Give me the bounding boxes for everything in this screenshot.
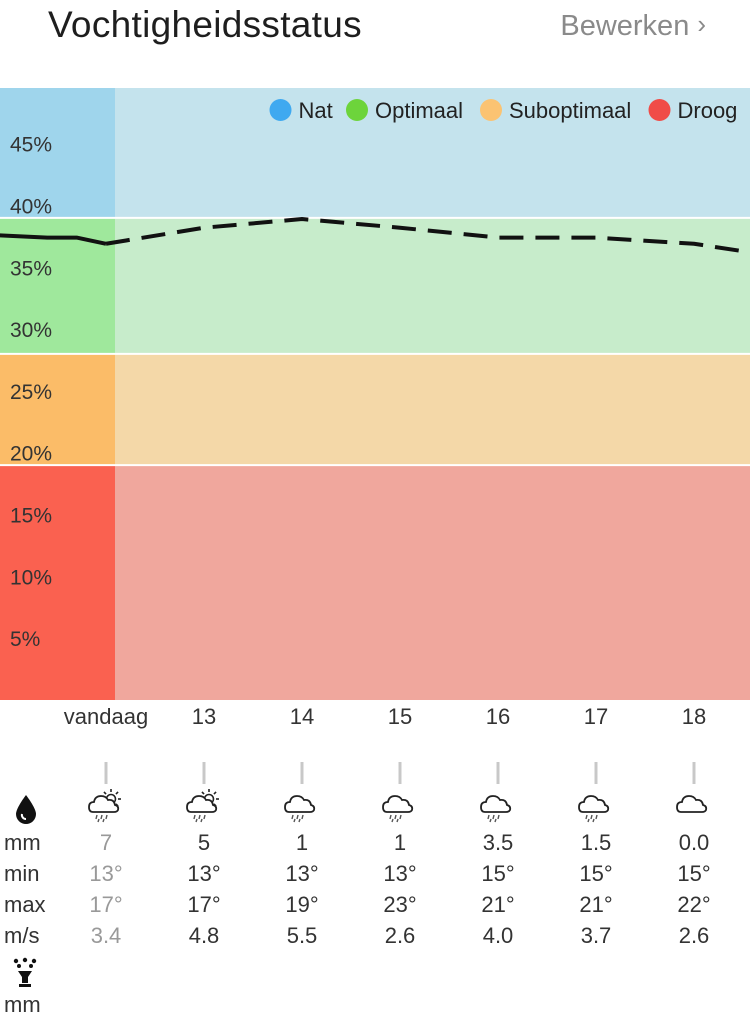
y-tick-label: 30% xyxy=(10,319,52,342)
y-tick-label: 15% xyxy=(10,505,52,528)
rain_mm-value: 1.5 xyxy=(580,830,612,855)
day-label: 17 xyxy=(583,704,609,729)
legend-label-nat: Nat xyxy=(299,98,333,123)
temp_min-value: 15° xyxy=(677,861,711,886)
legend-dot-droog xyxy=(648,99,671,121)
temp_max-value: 17° xyxy=(89,892,123,917)
cloud-sun-rain-icon xyxy=(86,758,126,823)
legend-label-optimaal: Optimaal xyxy=(375,98,463,123)
cloud-rain-icon xyxy=(282,758,322,823)
legend-label-suboptimaal: Suboptimaal xyxy=(509,98,631,123)
temp_max-value: 21° xyxy=(481,892,515,917)
cloud-rain-icon xyxy=(576,758,616,823)
row-label-temp_min: min xyxy=(4,861,40,886)
chevron-right-icon: › xyxy=(697,9,706,39)
temp_min-value: 13° xyxy=(187,861,221,886)
band-nat xyxy=(115,88,750,218)
y-tick-label: 35% xyxy=(10,257,52,280)
temp_max-value: 19° xyxy=(285,892,319,917)
day-label: 15 xyxy=(387,704,413,729)
wind-value: 3.4 xyxy=(90,923,122,948)
cloud-icon xyxy=(674,758,714,818)
y-tick-label: 20% xyxy=(10,443,52,466)
weather-icons-row xyxy=(0,758,750,828)
day-label: vandaag xyxy=(63,704,149,729)
row-label-irrigation: mm xyxy=(4,992,41,1017)
rain-drop-icon xyxy=(13,793,39,825)
temp_max-value: 17° xyxy=(187,892,221,917)
row-label-temp_max: max xyxy=(4,892,46,917)
wind-value: 2.6 xyxy=(678,923,710,948)
y-tick-label: 10% xyxy=(10,566,52,589)
temp_min-value: 15° xyxy=(579,861,613,886)
y-tick-label: 25% xyxy=(10,381,52,404)
rain_mm-value: 0.0 xyxy=(678,830,710,855)
row-label-rain_mm: mm xyxy=(4,830,41,855)
edit-label: Bewerken xyxy=(560,10,690,42)
wind-value: 5.5 xyxy=(286,923,318,948)
edit-button[interactable]: Bewerken › xyxy=(560,9,706,43)
wind-value: 4.0 xyxy=(482,923,514,948)
y-tick-label: 40% xyxy=(10,195,52,218)
band-suboptimaal xyxy=(115,353,750,466)
wind-value: 3.7 xyxy=(580,923,612,948)
day-label: 18 xyxy=(681,704,707,729)
header: Vochtigheidsstatus Bewerken › xyxy=(0,0,750,88)
legend-dot-optimaal xyxy=(346,99,368,121)
temp_min-value: 13° xyxy=(89,861,123,886)
temp_max-value: 23° xyxy=(383,892,417,917)
band-side-suboptimaal xyxy=(0,353,115,466)
rain_mm-value: 7 xyxy=(99,830,113,855)
cloud-rain-icon xyxy=(478,758,518,823)
band-droog xyxy=(115,465,750,700)
measured-line xyxy=(0,233,107,246)
band-side-droog xyxy=(0,465,115,700)
temp_min-value: 13° xyxy=(285,861,319,886)
cloud-sun-rain-icon xyxy=(184,758,224,823)
day-labels: vandaag 13 14 15 16 17 18 xyxy=(0,704,750,734)
rain_mm-value: 5 xyxy=(197,830,211,855)
y-tick-label: 45% xyxy=(10,134,52,157)
day-label: 16 xyxy=(485,704,511,729)
rain_mm-value: 1 xyxy=(393,830,407,855)
page-title: Vochtigheidsstatus xyxy=(48,4,362,45)
temp_min-value: 15° xyxy=(481,861,515,886)
day-label: 14 xyxy=(289,704,315,729)
band-optimaal xyxy=(115,217,750,354)
day-label: 13 xyxy=(191,704,217,729)
wind-value: 4.8 xyxy=(188,923,220,948)
cloud-rain-icon xyxy=(380,758,420,823)
legend-dot-nat xyxy=(269,99,292,121)
y-tick-label: 5% xyxy=(10,628,40,651)
moisture-chart: 45% 40% 35% 30% 25% 20% 15% 10% 5% Nat Optimaal Sub… xyxy=(0,88,750,700)
temp_max-value: 22° xyxy=(677,892,711,917)
forecast-line xyxy=(105,217,744,254)
rain_mm-value: 1 xyxy=(295,830,309,855)
legend-label-droog: Droog xyxy=(678,98,738,123)
rain_mm-value: 3.5 xyxy=(482,830,514,855)
row-label-wind: m/s xyxy=(4,923,40,948)
wind-value: 2.6 xyxy=(384,923,416,948)
legend-dot-suboptimaal xyxy=(480,99,502,121)
sprinkler-icon xyxy=(10,957,40,989)
temp_min-value: 13° xyxy=(383,861,417,886)
temp_max-value: 21° xyxy=(579,892,613,917)
band-side-nat xyxy=(0,88,115,218)
